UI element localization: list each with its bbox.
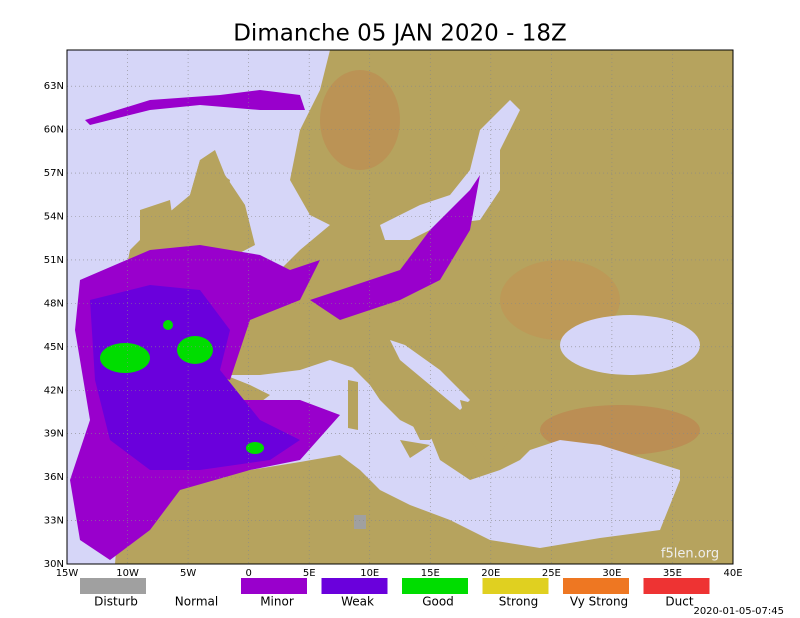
land [140,200,175,245]
lat-tick-label: 33N [44,516,64,527]
weak-zone [90,285,300,470]
legend: Disturb Normal Minor Weak Good Strong Vy Stron… [80,578,710,609]
lat-tick-label: 54N [44,212,64,223]
lat-tick-label: 39N [44,429,64,440]
lon-tick-label: 5W [180,568,196,579]
mountains [320,70,400,170]
land [460,400,510,465]
map: f5len.org [66,49,734,565]
timestamp: 2020-01-05-07:45 [693,606,784,617]
good-zone [100,343,150,373]
sea [560,315,700,375]
lon-tick-label: 10E [360,568,379,579]
lon-tick-label: 40E [723,568,742,579]
lon-tick-label: 35E [663,568,682,579]
lat-tick-label: 36N [44,472,64,483]
good-zone [177,336,213,364]
legend-swatch [643,578,710,594]
lat-tick-label: 42N [44,385,64,396]
legend-label: Normal [175,595,218,609]
land [348,380,358,430]
lat-tick-label: 48N [44,298,64,309]
lat-tick-label: 63N [44,81,64,92]
legend-label: Minor [260,595,294,609]
legend-label: Duct [665,595,693,609]
legend-label: Vy Strong [570,595,628,609]
minor-zone [310,175,480,320]
good-zone [163,320,173,330]
sea [380,100,520,240]
lat-tick-label: 30N [44,559,64,570]
lon-tick-label: 0 [245,568,251,579]
legend-swatch [402,578,468,594]
legend-label: Strong [499,595,539,609]
legend-swatch [321,578,388,594]
map-frame [66,49,734,565]
disturb-zone [354,515,366,529]
lon-tick-label: 5E [303,568,316,579]
legend-swatch [563,578,629,594]
land [190,150,255,258]
lat-tick-label: 51N [44,255,64,266]
lon-tick-label: 15E [421,568,440,579]
lon-tick-label: 20E [481,568,500,579]
map-title: Dimanche 05 JAN 2020 - 18Z [233,21,567,47]
lat-tick-label: 45N [44,342,64,353]
legend-label: Disturb [94,595,138,609]
good-zone [246,442,264,454]
land [400,440,430,458]
lon-tick-label: 25E [542,568,561,579]
mountains [500,260,620,340]
legend-swatch [160,578,227,594]
lat-tick-label: 57N [44,168,64,179]
legend-label: Good [422,595,454,609]
minor-zone [85,90,305,125]
lon-tick-label: 10W [116,568,139,579]
legend-swatch [482,578,549,594]
legend-swatch [80,578,146,594]
lon-tick-label: 30E [602,568,621,579]
lat-tick-label: 60N [44,125,64,136]
legend-swatch [241,578,307,594]
legend-label: Weak [341,595,374,609]
lon-tick-label: 15W [56,568,79,579]
sea [67,50,330,564]
watermark: f5len.org [661,547,719,562]
